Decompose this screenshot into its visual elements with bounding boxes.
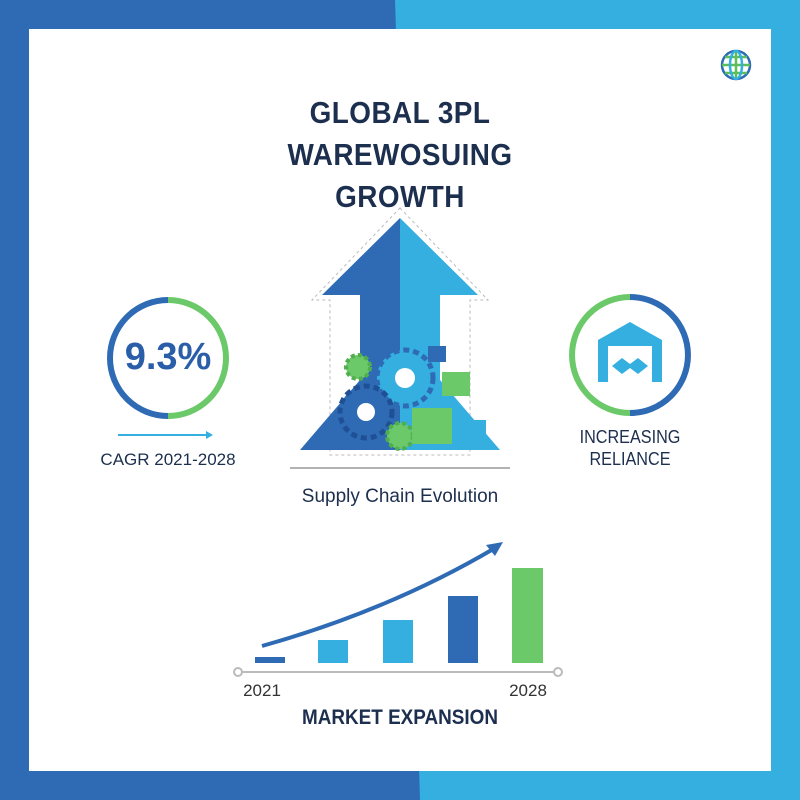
cagr-label: CAGR 2021-2028 (100, 450, 236, 469)
globe-icon (720, 49, 752, 81)
reliance-ring (569, 294, 691, 416)
timeline-start (233, 667, 243, 677)
bars (255, 568, 543, 663)
end-year: 2028 (509, 681, 547, 700)
title: GLOBAL 3PL WAREWOSUING GROWTH (287, 95, 513, 214)
caption: Supply Chain Evolution (301, 486, 499, 507)
start-year: 2021 (243, 681, 281, 700)
gears (337, 346, 486, 451)
warehouse-icon (598, 322, 662, 382)
reliance-label: INCREASING RELIANCE (579, 427, 681, 469)
cagr-ring (107, 297, 229, 419)
cagr-arrow-head (206, 431, 213, 439)
trend-arrow-head (486, 542, 503, 556)
trend-arrow (261, 546, 497, 648)
timeline-end (553, 667, 563, 677)
market-label: MARKET EXPANSION (301, 706, 499, 729)
cagr-value: 9.3% (124, 336, 212, 378)
